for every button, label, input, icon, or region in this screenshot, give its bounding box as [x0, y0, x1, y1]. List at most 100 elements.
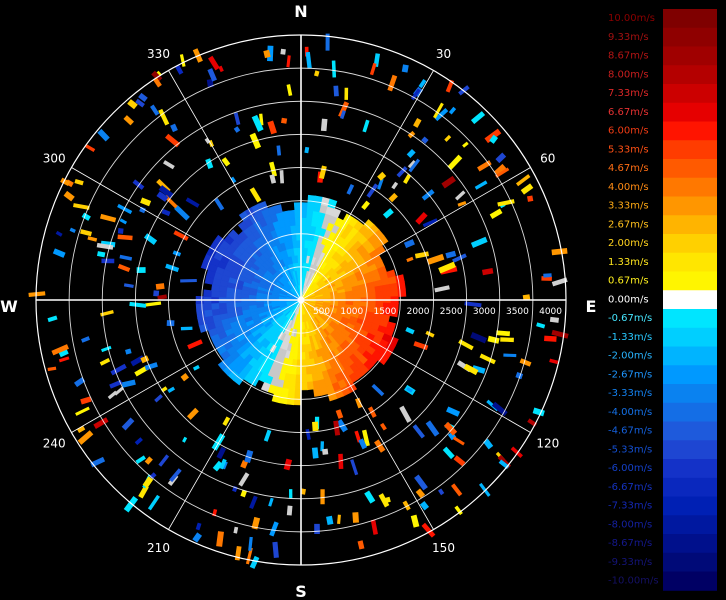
velocity-gate	[434, 107, 449, 122]
velocity-gate	[464, 301, 482, 308]
velocity-gate	[470, 111, 486, 125]
velocity-gate	[143, 233, 158, 245]
colorbar-tick-label: -6.00m/s	[608, 463, 652, 474]
colorbar-tick-label: 8.00m/s	[608, 69, 649, 80]
velocity-gate	[136, 267, 146, 273]
colorbar-swatch	[663, 27, 717, 47]
velocity-gate	[249, 555, 260, 569]
velocity-gate	[448, 106, 457, 115]
velocity-gate	[377, 178, 384, 190]
velocity-gate	[249, 495, 258, 510]
velocity-gate	[470, 332, 488, 344]
velocity-gate	[403, 239, 415, 249]
velocity-gate	[338, 101, 350, 118]
velocity-gate	[69, 227, 76, 233]
velocity-gate	[208, 55, 220, 71]
velocity-gate	[350, 459, 359, 476]
velocity-gate	[140, 197, 152, 207]
velocity-cell	[273, 204, 283, 214]
velocity-gate	[544, 335, 557, 342]
velocity-gate	[80, 229, 92, 237]
velocity-gate	[132, 179, 145, 190]
colorbar-swatch	[663, 290, 717, 310]
velocity-cell	[397, 288, 407, 297]
azimuth-label: 300	[43, 152, 66, 166]
colorbar-swatch	[663, 159, 717, 179]
colorbar-tick-label: 2.67m/s	[608, 219, 649, 230]
velocity-gate	[81, 212, 91, 221]
velocity-gate	[144, 362, 158, 371]
velocity-gate	[320, 489, 325, 505]
velocity-gate	[251, 516, 261, 530]
velocity-gate	[399, 405, 412, 423]
compass-west-label: W	[0, 297, 18, 316]
velocity-gate	[230, 176, 237, 184]
velocity-gate	[421, 522, 436, 538]
velocity-gate	[55, 230, 63, 237]
velocity-gate	[286, 84, 293, 96]
velocity-gate	[494, 163, 507, 176]
colorbar-swatch	[663, 271, 717, 291]
velocity-gate	[97, 128, 110, 142]
velocity-gate	[414, 474, 428, 491]
colorbar-tick-label: -3.33m/s	[608, 388, 652, 399]
colorbar-tick-label: 1.33m/s	[608, 257, 649, 268]
azimuth-spoke	[300, 299, 434, 530]
velocity-gate	[221, 157, 231, 167]
velocity-gate	[114, 386, 124, 396]
compass-south-label: S	[295, 582, 307, 600]
velocity-gate	[377, 171, 387, 181]
velocity-gate	[401, 64, 409, 73]
velocity-gate	[240, 489, 247, 498]
velocity-gate	[195, 522, 202, 531]
chart-labels: N S E W 500 1000 1500 2000 2500 3000 3500 4000 3…	[0, 2, 596, 600]
colorbar-legend: 10.00m/s 9.33m/s 8.67m/s 8.00m/s 7.33m/s 6.67…	[608, 9, 717, 591]
colorbar-swatch	[663, 177, 717, 197]
colorbar-swatch	[663, 384, 717, 404]
velocity-cell	[293, 396, 302, 406]
velocity-gate	[479, 353, 496, 365]
velocity-gate	[269, 174, 277, 184]
velocity-gate	[443, 421, 458, 436]
colorbar-tick-label: 2.00m/s	[608, 238, 649, 249]
velocity-cell	[218, 302, 227, 309]
velocity-gate	[219, 458, 227, 470]
velocity-cell	[210, 302, 220, 310]
range-ring-label: 1500	[373, 307, 396, 317]
velocity-gate	[158, 185, 174, 199]
azimuth-label: 330	[147, 47, 170, 61]
velocity-cell	[305, 373, 313, 383]
velocity-gate	[500, 337, 514, 343]
velocity-cell	[248, 301, 257, 306]
colorbar-swatch	[663, 346, 717, 366]
velocity-gate	[158, 108, 170, 126]
velocity-gate	[286, 55, 291, 68]
velocity-gate	[180, 278, 197, 283]
velocity-gate	[179, 54, 186, 67]
colorbar-tick-label: 7.33m/s	[608, 88, 649, 99]
velocity-gate	[204, 137, 211, 144]
velocity-cell	[294, 374, 302, 383]
colorbar-tick-label: 10.00m/s	[608, 13, 655, 24]
azimuth-label: 150	[432, 541, 455, 555]
velocity-gate	[93, 417, 109, 429]
colorbar-tick-label: -8.67m/s	[608, 538, 652, 549]
colorbar-swatch	[663, 571, 717, 591]
velocity-cell	[203, 289, 212, 298]
velocity-gate	[163, 160, 175, 170]
colorbar-swatch	[663, 215, 717, 235]
colorbar-swatch	[663, 534, 717, 554]
velocity-gate	[354, 430, 362, 443]
velocity-gate	[519, 358, 532, 367]
velocity-gate	[418, 79, 427, 89]
velocity-gate	[414, 251, 429, 259]
velocity-gate	[361, 429, 370, 447]
velocity-gate	[87, 236, 98, 242]
velocity-gate	[233, 112, 241, 126]
velocity-gate	[457, 200, 467, 207]
velocity-gate	[173, 230, 189, 241]
velocity-gate	[125, 348, 132, 355]
velocity-gate	[369, 62, 377, 76]
velocity-gate	[549, 358, 559, 365]
velocity-gate	[489, 134, 499, 144]
